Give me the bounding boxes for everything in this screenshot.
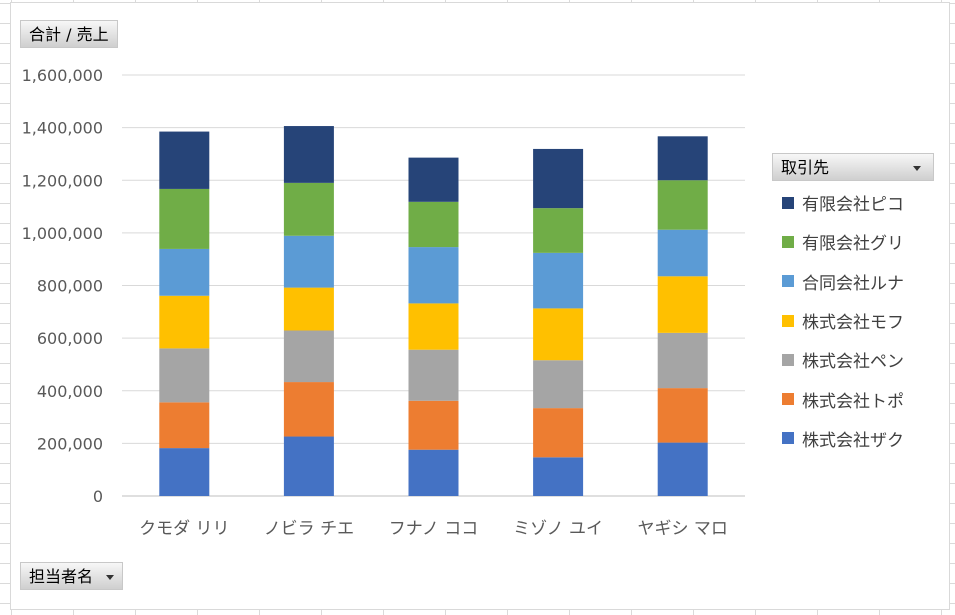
bar-segment <box>283 436 334 496</box>
bar-segment <box>533 208 584 253</box>
chevron-down-icon[interactable] <box>913 166 921 171</box>
y-tick-label: 1,200,000 <box>22 171 103 190</box>
y-tick-label: 600,000 <box>37 329 103 348</box>
bar-segment <box>283 382 334 437</box>
bar-segment <box>657 180 708 230</box>
bar-segment <box>657 276 708 333</box>
legend-swatch <box>782 314 794 327</box>
bar-segment <box>159 131 210 189</box>
bar-segment <box>159 295 210 349</box>
bar-segment <box>533 308 584 361</box>
bar-segment <box>533 457 584 496</box>
x-tick-label: フナノ ココ <box>389 519 479 539</box>
y-tick-label: 1,000,000 <box>22 224 103 243</box>
bar-segment <box>283 126 334 183</box>
bar-segment <box>159 448 210 496</box>
legend-swatch <box>782 393 794 406</box>
bar-segment <box>408 201 459 248</box>
bar-segment <box>408 400 459 450</box>
bar-segment <box>533 252 584 309</box>
value-field-label: 合計 / 売上 <box>29 25 109 44</box>
legend-item: 株式会社モフ <box>772 301 934 340</box>
legend-label: 有限会社グリ <box>802 234 904 255</box>
chevron-down-icon[interactable] <box>106 575 115 580</box>
x-tick-label: クモダ リリ <box>139 519 229 539</box>
bar-segment <box>408 247 459 304</box>
legend-field-label: 取引先 <box>781 158 830 177</box>
bar-segment <box>533 408 584 458</box>
legend-swatch <box>782 196 794 209</box>
bar-segment <box>408 303 459 350</box>
legend-item: 株式会社ザク <box>772 419 934 458</box>
legend-label: 株式会社ペン <box>802 352 904 373</box>
y-tick-label: 1,400,000 <box>22 119 103 138</box>
y-tick-label: 400,000 <box>37 382 103 401</box>
bar-segment <box>533 148 584 209</box>
legend-item: 有限会社ピコ <box>772 183 934 222</box>
legend-item: 株式会社ペン <box>772 340 934 379</box>
legend-item: 合同会社ルナ <box>772 262 934 301</box>
legend-item: 有限会社グリ <box>772 222 934 261</box>
bar-segment <box>657 136 708 181</box>
y-tick-label: 1,600,000 <box>22 66 103 85</box>
bar-segment <box>283 182 334 236</box>
category-field-label: 担当者名 <box>29 567 94 586</box>
category-field-button[interactable]: 担当者名 <box>20 562 124 590</box>
legend-item: 株式会社トポ <box>772 379 934 418</box>
bar-segment <box>657 442 708 496</box>
legend-swatch <box>782 432 794 445</box>
legend-label: 有限会社ピコ <box>802 195 904 216</box>
bar-segment <box>657 229 708 277</box>
chart-legend: 有限会社ピコ 有限会社グリ 合同会社ルナ 株式会社モフ 株式会社ペン 株式会社トポ 株式会社… <box>772 183 934 458</box>
bar-segment <box>408 157 459 202</box>
bar-segment <box>159 348 210 403</box>
bar-segment <box>159 248 210 296</box>
legend-field-button[interactable]: 取引先 <box>772 153 934 181</box>
y-tick-label: 200,000 <box>37 434 103 453</box>
bar-segment <box>283 330 334 383</box>
legend-label: 株式会社モフ <box>802 313 904 334</box>
bar-segment <box>657 332 708 389</box>
bar-segment <box>657 388 708 443</box>
value-field-button[interactable]: 合計 / 売上 <box>20 20 118 48</box>
x-tick-label: ヤギシ マロ <box>637 519 727 539</box>
legend-swatch <box>782 235 794 248</box>
legend-swatch <box>782 275 794 288</box>
legend-label: 株式会社トポ <box>802 391 904 412</box>
bar-segment <box>408 449 459 496</box>
y-tick-label: 0 <box>93 487 103 506</box>
bar-segment <box>408 349 459 401</box>
legend-label: 合同会社ルナ <box>802 273 904 294</box>
x-tick-label: ノビラ チエ <box>264 519 354 539</box>
x-tick-label: ミゾノ ユイ <box>513 519 603 539</box>
legend-label: 株式会社ザク <box>802 430 904 451</box>
bar-segment <box>283 235 334 288</box>
bar-segment <box>283 287 334 331</box>
legend-swatch <box>782 353 794 366</box>
bar-segment <box>159 188 210 249</box>
bar-segment <box>159 402 210 449</box>
y-tick-label: 800,000 <box>37 277 103 296</box>
bar-segment <box>533 360 584 409</box>
